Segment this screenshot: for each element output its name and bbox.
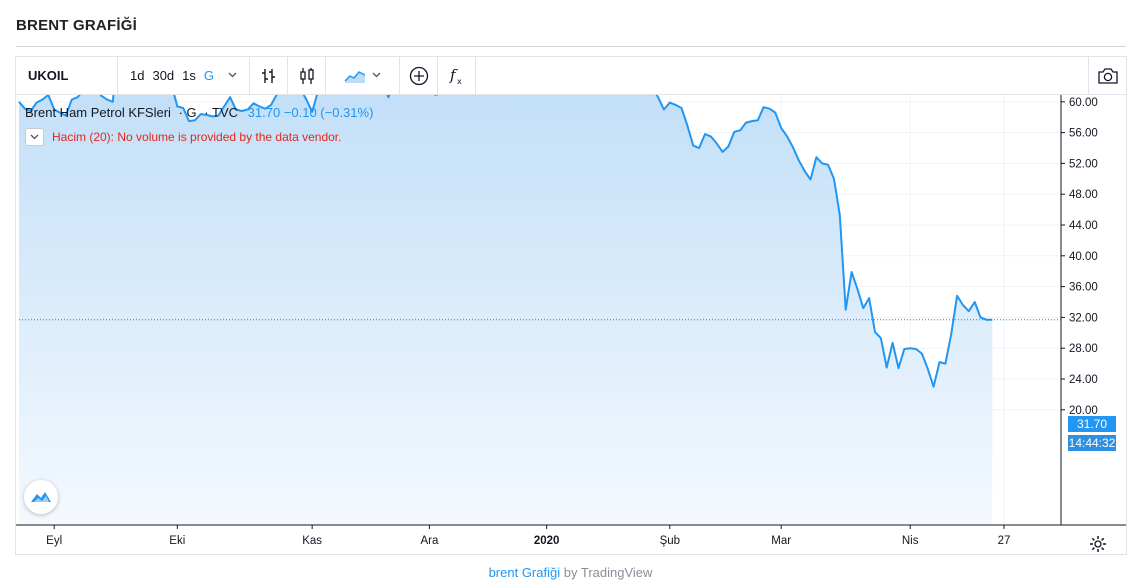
interval-1s[interactable]: 1s [182,68,196,83]
chevron-down-icon[interactable] [224,70,241,81]
y-tick-label: 56.00 [1069,128,1098,140]
candle-style-button[interactable] [288,57,327,94]
title-divider [16,46,1126,47]
chart-settings-button[interactable] [1087,533,1109,555]
collapse-legend-button[interactable] [25,128,44,146]
snapshot-button[interactable] [1088,57,1126,94]
interval-selector: 1d 30d 1s G [118,57,251,94]
tradingview-logo-button[interactable] [24,480,58,514]
countdown-label: 14:44:32 [1068,435,1116,451]
tradingview-logo-icon [31,492,51,502]
y-tick-label: 24.00 [1069,374,1098,386]
footer-attribution: by TradingView [563,565,653,580]
price-chart[interactable]: 20.00 24.00 28.00 32.00 36.00 40.00 44.00 48.00… [16,95,1126,554]
gear-icon [1090,536,1106,552]
x-tick-label: Mar [771,535,791,547]
x-tick-label: Nis [902,535,919,547]
legend-quote: 31.70 −0.10 (−0.31%) [247,105,374,120]
bar-style-button[interactable] [250,57,289,94]
y-tick-label: 48.00 [1069,189,1098,201]
footer-link[interactable]: brent Grafiği [488,565,561,580]
symbol-search-button[interactable]: UKOIL [16,57,118,94]
legend-interval: G [186,105,197,120]
y-tick-label: 32.00 [1069,312,1098,324]
y-tick-label: 20.00 [1069,405,1098,417]
y-tick-label: 36.00 [1069,282,1098,294]
svg-text:x: x [457,77,462,86]
y-tick-label: 52.00 [1069,158,1098,170]
series-area [19,95,993,525]
last-price-label: 31.70 [1068,416,1116,432]
volume-indicator: Hacim (20): No volume is provided by the… [25,128,341,146]
x-tick-label: Ara [420,535,439,547]
y-tick-label: 40.00 [1069,251,1098,263]
legend-separator: · [178,105,183,120]
interval-1d[interactable]: 1d [130,68,145,83]
interval-30d[interactable]: 30d [152,68,175,83]
area-style-button[interactable] [326,57,401,94]
area-style-icon [344,70,366,83]
chart-legend: Brent Ham Petrol KFSleri · G · TVC 31.70… [25,105,373,120]
legend-instrument: Brent Ham Petrol KFSleri [25,105,171,120]
legend-exchange: TVC [212,105,239,120]
bar-style-icon [261,68,275,83]
x-tick-label: Eyl [46,535,62,547]
candle-style-icon [299,67,314,84]
y-tick-label: 44.00 [1069,220,1098,232]
y-tick-label: 60.00 [1069,97,1098,109]
footer: brent Grafiği by TradingView [0,565,1141,580]
y-tick-label: 28.00 [1069,343,1098,355]
x-tick-label: Eki [169,535,185,547]
interval-g[interactable]: G [203,68,215,83]
compare-plus-icon [409,66,428,85]
series-line [18,95,993,388]
volume-note: Hacim (20): No volume is provided by the… [52,130,342,144]
svg-text:f: f [449,66,458,84]
x-tick-label: 27 [998,535,1011,547]
x-tick-label: 2020 [534,535,560,547]
compare-button[interactable] [400,57,439,94]
camera-icon [1097,67,1118,84]
page-title: BRENT GRAFİĞİ [16,17,137,34]
x-tick-label: Şub [660,535,680,547]
chevron-down-icon [30,134,39,140]
chevron-down-icon[interactable] [372,70,381,81]
legend-separator: · [204,105,209,120]
x-tick-label: Kas [302,535,322,547]
